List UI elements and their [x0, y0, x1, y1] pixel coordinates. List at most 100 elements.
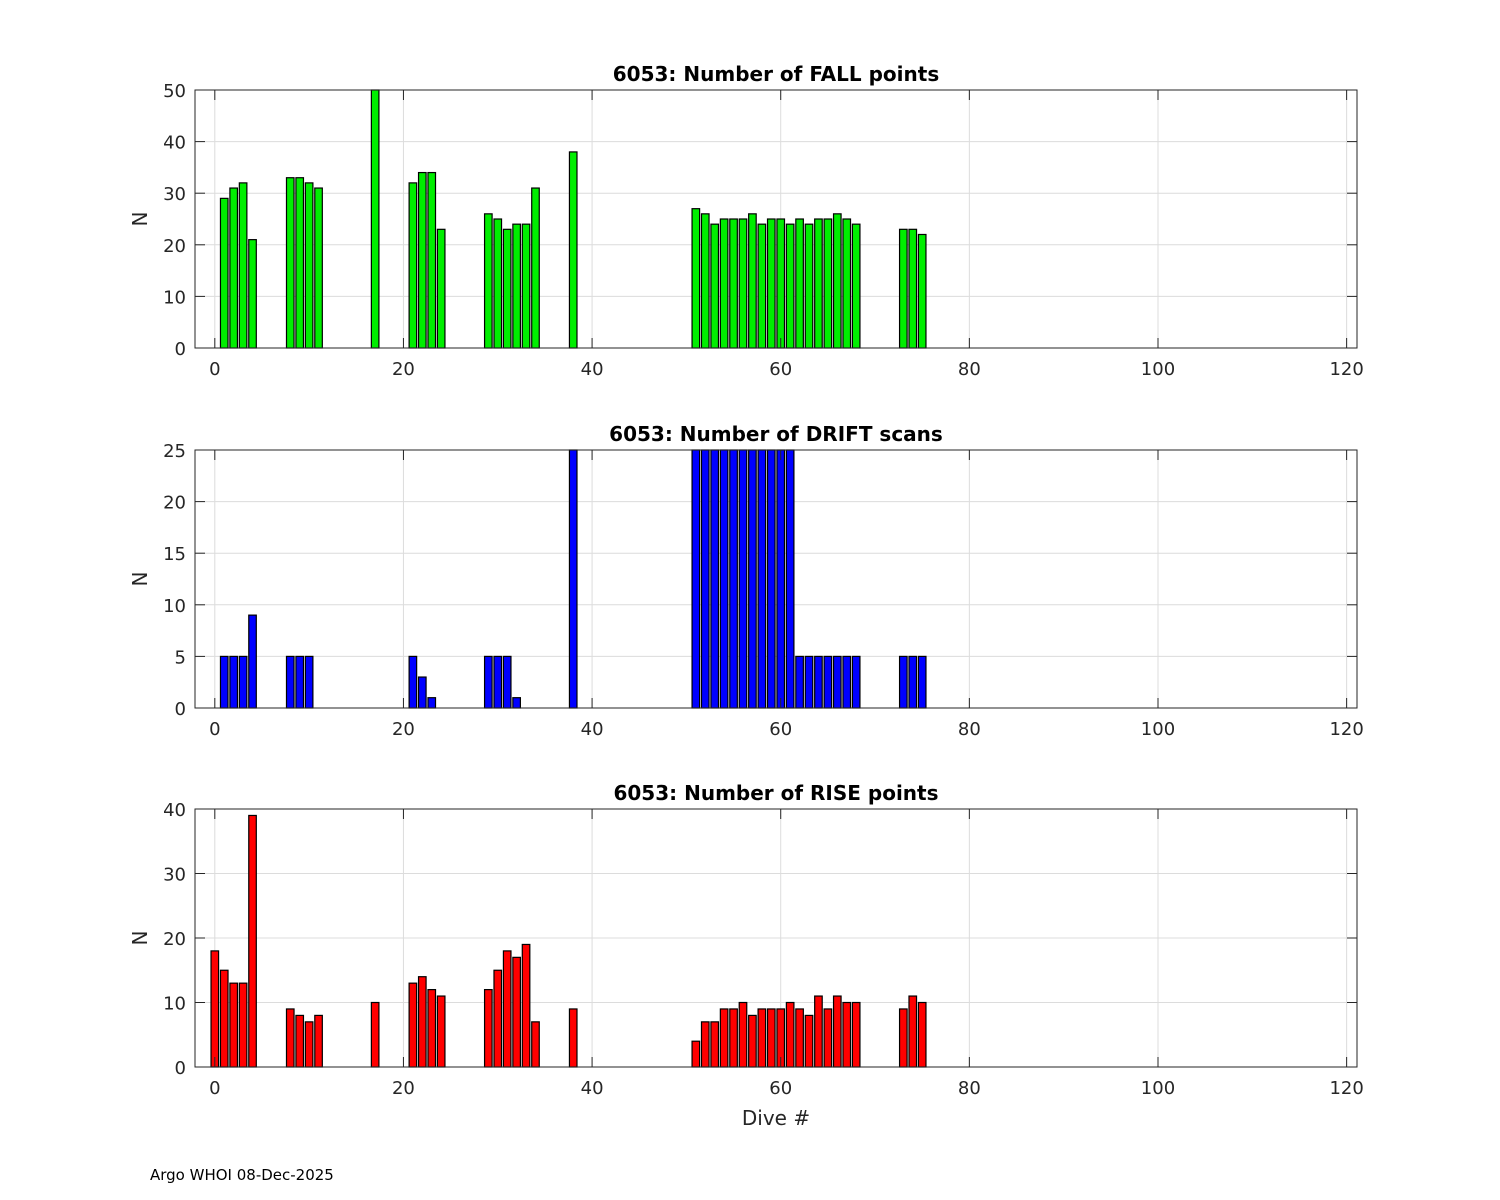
y-tick-label: 20 [163, 236, 186, 257]
x-tick-label: 20 [392, 1078, 415, 1099]
bar-dive-9 [295, 177, 305, 349]
x-tick-label: 120 [1329, 719, 1363, 740]
bar-dive-65 [823, 1008, 833, 1068]
bar-dive-24 [436, 995, 446, 1068]
y-axis-label: N [128, 212, 152, 227]
bar-dive-24 [436, 228, 446, 349]
bar-dive-29 [483, 988, 493, 1068]
bar-dive-57 [748, 1014, 757, 1068]
bar-dive-52 [700, 213, 710, 349]
bar-dive-67 [842, 218, 852, 349]
bar-dive-31 [502, 950, 512, 1068]
bar-dive-58 [757, 223, 767, 349]
bar-dive-65 [823, 655, 833, 709]
y-axis-label: N [128, 931, 152, 946]
bar-dive-75 [917, 233, 927, 349]
y-axis-label: N [128, 572, 152, 587]
axes-box [194, 89, 1358, 349]
x-axis-label: Dive # [742, 1106, 810, 1130]
bar-dive-62 [795, 655, 804, 709]
bar-dive-68 [851, 1001, 861, 1068]
bar-dive-68 [851, 223, 861, 349]
bar-dive-4 [248, 614, 257, 709]
bar-dive-54 [719, 218, 729, 349]
bar-dive-65 [823, 218, 833, 349]
bar-dive-59 [766, 1008, 776, 1068]
bar-dive-63 [804, 1014, 814, 1068]
bar-dive-1 [219, 197, 229, 349]
bar-dive-21 [408, 655, 418, 709]
bar-dive-2 [229, 187, 239, 349]
y-tick-label: 25 [163, 441, 186, 462]
bar-dive-66 [832, 213, 842, 349]
bar-dive-67 [842, 655, 852, 709]
y-tick-label: 15 [163, 544, 186, 565]
axes-box [194, 449, 1358, 709]
bar-dive-54 [719, 1008, 729, 1068]
bar-dive-62 [795, 218, 804, 349]
y-tick-label: 10 [163, 287, 186, 308]
bar-dive-17 [370, 1001, 380, 1068]
plot-area [195, 90, 1357, 348]
bar-dive-51 [691, 1040, 701, 1068]
bar-dive-58 [757, 449, 767, 709]
bar-dive-59 [766, 218, 776, 349]
bar-dive-60 [776, 449, 786, 709]
x-tick-label: 120 [1329, 359, 1363, 380]
bar-dive-23 [427, 988, 437, 1068]
bar-dive-68 [851, 655, 861, 709]
bar-dive-74 [908, 655, 918, 709]
bar-dive-38 [568, 151, 578, 349]
bar-dive-56 [738, 449, 748, 709]
y-tick-label: 20 [163, 493, 186, 514]
bar-dive-9 [295, 1014, 305, 1068]
y-tick-label: 10 [163, 994, 186, 1015]
bar-dive-74 [908, 995, 918, 1068]
bar-dive-63 [804, 655, 814, 709]
x-tick-label: 80 [958, 719, 981, 740]
bar-dive-61 [785, 223, 795, 349]
bar-dive-33 [521, 223, 531, 349]
bar-dive-2 [229, 655, 239, 709]
bar-dive-22 [417, 171, 427, 349]
y-tick-label: 30 [163, 184, 186, 205]
bar-dive-60 [776, 218, 786, 349]
bar-dive-4 [248, 239, 257, 349]
subplot-1: 0 20 40 60 80 100 120 0 10 20 30 40 50 6053: Number o… [128, 62, 1364, 380]
x-tick-label: 100 [1141, 359, 1175, 380]
bar-dive-74 [908, 228, 918, 349]
x-tick-label: 20 [392, 719, 415, 740]
bar-dive-53 [710, 449, 720, 709]
bar-dive-38 [568, 449, 578, 709]
y-tick-label: 0 [175, 699, 186, 720]
x-tick-label: 40 [581, 1078, 604, 1099]
y-tick-label: 0 [175, 339, 186, 360]
bar-dive-73 [898, 655, 908, 709]
x-tick-label: 0 [209, 719, 220, 740]
y-tick-label: 0 [175, 1058, 186, 1079]
bar-dive-61 [785, 1001, 795, 1068]
bar-dive-56 [738, 218, 748, 349]
bar-dive-30 [493, 218, 503, 349]
plot-area [195, 450, 1357, 708]
bar-dive-64 [814, 218, 823, 349]
bar-dive-53 [710, 1021, 720, 1068]
bar-dive-3 [238, 655, 248, 709]
footer-credit: Argo WHOI 08-Dec-2025 [150, 1166, 334, 1184]
bar-dive-11 [314, 187, 323, 349]
bar-dive-30 [493, 655, 503, 709]
bar-dive-8 [285, 1008, 295, 1068]
bar-dive-31 [502, 655, 512, 709]
subplot-3: 0 20 40 60 80 100 120 0 10 20 30 40 6053: Number of … [128, 781, 1364, 1130]
bar-dive-51 [691, 208, 701, 349]
bar-dive-55 [729, 449, 738, 709]
x-tick-label: 100 [1141, 1078, 1175, 1099]
bar-dive-31 [502, 228, 512, 349]
x-tick-label: 40 [581, 719, 604, 740]
bar-dive-66 [832, 995, 842, 1068]
bar-dive-61 [785, 449, 795, 709]
bar-dive-34 [531, 187, 540, 349]
bar-dive-56 [738, 1001, 748, 1068]
bar-dive-23 [427, 171, 437, 349]
